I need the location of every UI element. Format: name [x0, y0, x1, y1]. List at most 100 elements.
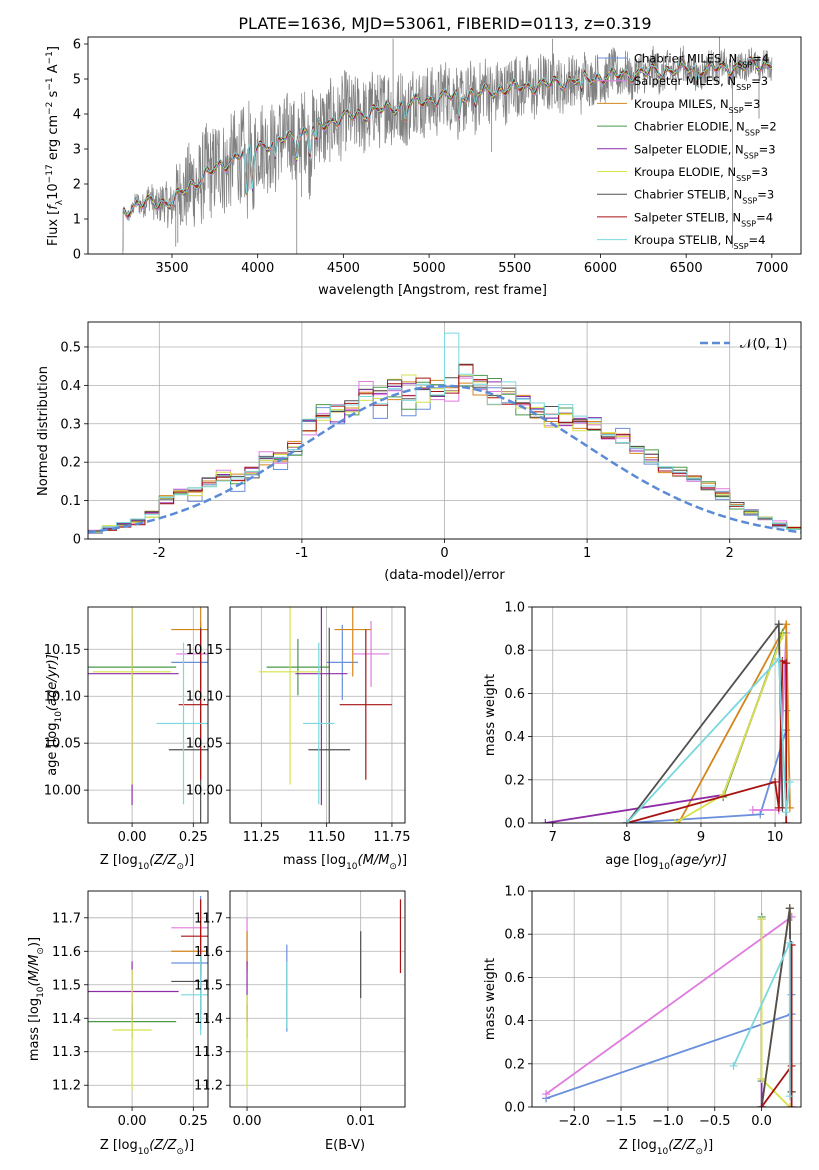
legend-entry: Salpeter ELODIE, NSSP=3	[634, 142, 776, 160]
y-tick-label: 11.2	[52, 1079, 81, 1094]
y-tick-label: 10.00	[186, 784, 223, 799]
weight-marker	[622, 819, 631, 823]
plot-area	[541, 620, 794, 823]
legend-text: Kroupa ELODIE, N	[634, 165, 736, 179]
legend-text: Kroupa MILES, N	[634, 97, 729, 111]
label-part: 10	[346, 862, 358, 872]
label-part: (age/yr)]	[45, 654, 60, 711]
axes-frame	[229, 606, 406, 824]
y-axis-label: age [log10(age/yr)]	[45, 654, 64, 776]
weight-line	[760, 908, 793, 1107]
histogram-series	[88, 363, 801, 539]
legend-sub: SSP	[745, 128, 760, 137]
weight-marker	[785, 1103, 794, 1107]
legend-sub: SSP	[744, 151, 759, 160]
y-tick-label: 0.6	[504, 971, 525, 986]
x-tick-label: -1	[295, 546, 308, 561]
axis-label: Z [log10(Z/Z⊙)]	[100, 853, 194, 872]
label-part: 10	[657, 1147, 669, 1157]
y-tick-label: 0.0	[504, 817, 525, 832]
legend-sub: SSP	[742, 196, 757, 205]
y-tick-label: 0	[73, 248, 81, 263]
weight-marker	[756, 810, 765, 819]
legend-entry: 𝒩(0, 1)	[740, 337, 787, 352]
y-tick-label: 0.4	[60, 379, 81, 394]
y-tick-label: 10.05	[44, 737, 81, 752]
x-tick-label: 6000	[584, 261, 617, 276]
y-tick-label: 11.4	[194, 1012, 223, 1027]
y-tick-label: 0.1	[60, 494, 81, 509]
label-part: −2	[45, 102, 55, 115]
y-tick-label: 0.5	[60, 340, 81, 355]
axes-frame	[87, 890, 209, 1108]
weight-marker	[785, 904, 794, 913]
weight-marker	[757, 1074, 766, 1083]
label-part: 10	[138, 862, 150, 872]
x-tick-label: 10	[767, 830, 784, 845]
label-part: age [log	[45, 723, 60, 776]
axes-frame	[229, 890, 406, 1108]
legend-entry: Chabrier MILES, NSSP=4	[634, 52, 769, 70]
axes-frame	[87, 321, 802, 540]
x-tick-label: 9	[697, 830, 705, 845]
label-part: age [log	[605, 853, 658, 868]
x-tick-label: 2	[726, 546, 734, 561]
weight-marker	[782, 808, 791, 817]
y-tick-label: 11.7	[52, 911, 81, 926]
y-tick-label: 0.6	[504, 687, 525, 702]
x-tick-label: 1	[583, 546, 591, 561]
plot-area	[121, 37, 773, 254]
x-tick-label: -2	[153, 546, 166, 561]
legend-text: Salpeter STELIB, N	[634, 210, 741, 224]
legend-text: Chabrier ELODIE, N	[634, 120, 745, 134]
legend-sub: SSP	[737, 60, 752, 69]
y-axis-label: Flux [fλ10−17 erg cm−2 s−1 A−1]	[45, 46, 65, 246]
legend-tail: =3	[759, 142, 776, 156]
weight-marker	[785, 938, 794, 947]
y-tick-label: 2	[73, 178, 81, 193]
y-tick-label: 10.00	[44, 784, 81, 799]
y-tick-label: 6	[73, 38, 81, 53]
x-tick-label: 3500	[155, 261, 188, 276]
y-tick-label: 0.2	[504, 773, 525, 788]
legend-sub: SSP	[741, 219, 756, 228]
legend-tail: =3	[751, 74, 768, 88]
weight-marker	[782, 659, 791, 668]
x-tick-label: 0.25	[179, 830, 208, 845]
x-tick-label: 11.25	[243, 830, 280, 845]
y-tick-label: 11.5	[194, 978, 223, 993]
label-part: (age/yr)]	[670, 853, 727, 868]
y-tick-label: 11.3	[52, 1045, 81, 1060]
label-part: ⊙	[176, 1147, 184, 1157]
weight-marker	[785, 777, 794, 786]
label-part: 10	[54, 711, 64, 723]
plot-area	[88, 896, 208, 1091]
y-tick-label: 10.15	[44, 643, 81, 658]
label-part: −1	[45, 77, 55, 90]
y-tick-label: 0.0	[504, 1101, 525, 1116]
y-axis-label: Normed distribution	[36, 366, 51, 496]
data-spectrum	[121, 45, 773, 254]
weight-marker	[774, 803, 783, 812]
x-tick-label: 0.01	[346, 1114, 375, 1129]
y-tick-label: 1.0	[504, 885, 525, 900]
label-part: ⊙	[176, 862, 184, 872]
y-tick-label: 0.4	[504, 730, 525, 745]
panel-spectrum: 3500 4000 4500 5000 5500 6000 6500 7000 0 1 2 3 4 5 6 C…	[45, 36, 802, 298]
label-part: f	[46, 203, 61, 210]
legend-text: Salpeter ELODIE, N	[634, 142, 744, 156]
legend-entry: Kroupa MILES, NSSP=3	[634, 97, 760, 115]
weight-marker	[542, 1090, 551, 1099]
weight-marker	[541, 819, 550, 823]
weight-marker	[782, 819, 791, 823]
legend-tail: =4	[752, 52, 769, 66]
plot-area	[258, 607, 392, 823]
label-part: (Z/Z	[149, 853, 177, 868]
weight-line	[545, 916, 793, 1095]
axis-label: mass [log10(M/M⊙)]	[283, 853, 407, 872]
weight-marker	[757, 1103, 766, 1107]
legend-tail: =3	[751, 165, 768, 179]
label-part: mass [log	[27, 998, 42, 1061]
legend-tail: =2	[760, 120, 777, 134]
